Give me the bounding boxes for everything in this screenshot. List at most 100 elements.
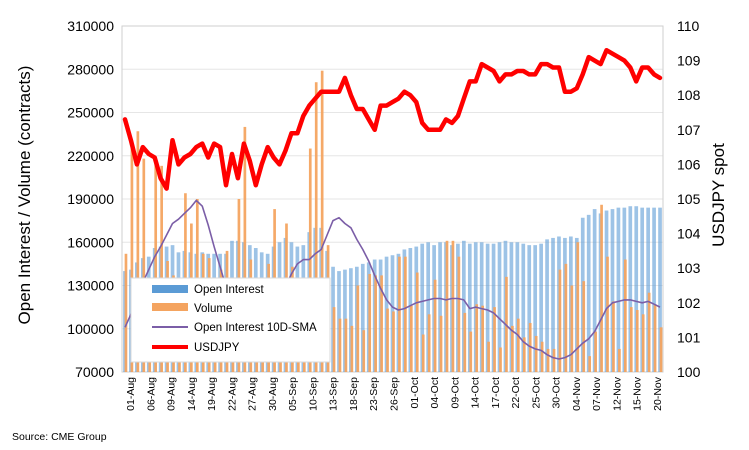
volume-bar <box>635 310 639 372</box>
right-tick-label: 103 <box>677 260 701 276</box>
volume-bar <box>350 325 354 372</box>
open-interest-bar <box>497 242 502 372</box>
x-tick-label: 18-Sep <box>348 377 360 411</box>
right-tick-label: 108 <box>677 87 701 103</box>
volume-bar <box>392 311 395 372</box>
volume-bar <box>445 240 449 372</box>
left-tick-label: 310000 <box>67 18 114 34</box>
open-interest-bar <box>461 240 466 372</box>
volume-bar <box>606 256 609 372</box>
legend-label-sma: Open Interest 10D-SMA <box>194 322 317 334</box>
volume-bar <box>463 312 467 372</box>
x-tick-label: 27-Aug <box>247 377 259 411</box>
open-interest-sma-path <box>124 199 661 360</box>
open-interest-sma-line <box>124 199 661 360</box>
volume-bar <box>160 165 163 372</box>
x-tick-label: 06-Aug <box>145 377 157 411</box>
open-interest-bar <box>646 207 650 372</box>
volume-bar <box>653 304 657 372</box>
left-tick-label: 130000 <box>67 278 114 294</box>
open-interest-bar <box>592 209 597 372</box>
x-tick-label: 22-Aug <box>226 377 238 411</box>
legend-swatch-open-interest <box>152 285 188 293</box>
volume-bar <box>552 348 556 372</box>
volume-bar <box>540 341 544 372</box>
open-interest-bar <box>438 242 442 372</box>
volume-bar <box>469 331 473 372</box>
source-note: Source: CME Group <box>12 431 107 443</box>
volume-bar <box>629 307 633 372</box>
volume-bar <box>386 308 389 372</box>
x-tick-label: 01-Oct <box>409 377 421 409</box>
open-interest-bar <box>545 239 549 372</box>
volume-bar <box>409 305 413 372</box>
open-interest-bar <box>640 207 645 372</box>
volume-bar <box>404 256 407 372</box>
volume-bar <box>511 325 514 372</box>
right-tick-label: 105 <box>677 191 701 207</box>
legend-label-usdjpy: USDJPY <box>194 342 240 354</box>
usdjpy-path <box>122 47 663 191</box>
volume-bar <box>641 314 645 372</box>
open-interest-bar <box>349 268 353 372</box>
x-tick-label: 14-Oct <box>470 377 482 409</box>
open-interest-bar <box>420 243 425 372</box>
volume-bar <box>618 348 621 372</box>
volume-bar <box>154 162 158 372</box>
volume-bar <box>600 204 603 372</box>
x-axis-ticks: 01-Aug 06-Aug 09-Aug 14-Aug 19-Aug 22-Aug 27-A… <box>125 376 664 411</box>
volume-bar <box>308 148 312 372</box>
legend-swatch-volume <box>152 303 188 311</box>
x-tick-label: 17-Oct <box>490 377 502 409</box>
x-tick-label: 07-Nov <box>591 376 603 411</box>
volume-bar <box>398 256 401 372</box>
open-interest-bar <box>586 214 591 372</box>
right-tick-label: 107 <box>677 122 701 138</box>
open-interest-bar <box>426 242 431 372</box>
open-interest-bar <box>539 243 543 372</box>
left-tick-label: 70000 <box>75 364 114 380</box>
left-tick-label: 250000 <box>67 105 114 121</box>
x-tick-label: 04-Nov <box>571 376 583 411</box>
volume-bar <box>451 240 455 372</box>
open-interest-bar <box>509 242 514 372</box>
x-tick-label: 10-Sep <box>307 377 319 411</box>
open-interest-bar <box>485 243 490 372</box>
volume-bar <box>415 272 419 372</box>
volume-bar <box>356 285 360 372</box>
legend-label-open-interest: Open Interest <box>194 284 264 296</box>
x-tick-label: 09-Oct <box>449 377 461 409</box>
open-interest-bar <box>527 245 532 372</box>
x-tick-label: 23-Sep <box>368 377 380 411</box>
volume-bar <box>493 307 496 372</box>
right-tick-label: 100 <box>677 364 701 380</box>
x-tick-label: 14-Aug <box>186 377 198 411</box>
x-tick-label: 30-Aug <box>267 377 279 411</box>
volume-bar <box>612 301 615 372</box>
volume-bar <box>475 304 479 372</box>
x-tick-label: 13-Sep <box>328 377 340 411</box>
right-axis-ticks: 100 101 102 103 104 105 106 107 108 109 110 <box>677 18 701 380</box>
x-tick-label: 05-Sep <box>287 377 299 411</box>
volume-bar <box>588 356 592 372</box>
open-interest-bar <box>515 242 520 372</box>
right-tick-label: 101 <box>677 329 701 345</box>
right-axis-title: USDJPY spot <box>709 143 728 247</box>
x-tick-label: 15-Nov <box>632 376 644 411</box>
x-tick-label: 20-Nov <box>652 376 664 411</box>
volume-bar <box>517 318 520 372</box>
volume-bar <box>570 285 574 372</box>
volume-bar <box>576 242 580 372</box>
volume-bar <box>647 292 651 372</box>
x-tick-label: 26-Sep <box>389 377 401 411</box>
volume-bar <box>427 314 431 372</box>
volume-bar <box>368 273 372 372</box>
x-tick-label: 04-Oct <box>429 377 441 409</box>
x-tick-label: 19-Aug <box>206 377 218 411</box>
usdjpy-line <box>122 47 663 191</box>
volume-bar <box>338 318 342 372</box>
open-interest-bar <box>634 206 639 372</box>
open-interest-bar <box>652 207 656 372</box>
left-tick-label: 160000 <box>67 234 114 250</box>
volume-bar <box>528 322 532 372</box>
